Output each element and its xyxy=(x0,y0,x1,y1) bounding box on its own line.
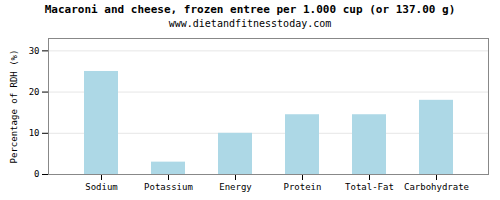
svg-text:10: 10 xyxy=(29,128,40,138)
svg-text:Protein: Protein xyxy=(284,182,322,192)
svg-text:Energy: Energy xyxy=(219,182,252,192)
svg-text:Potassium: Potassium xyxy=(144,182,193,192)
html-text:www.dietandfitnesstoday.com: www.dietandfitnesstoday.com xyxy=(168,18,332,29)
svg-text:Total-Fat: Total-Fat xyxy=(345,182,394,192)
svg-text:Carbohydrate: Carbohydrate xyxy=(404,182,469,192)
svg-text:0: 0 xyxy=(34,169,39,179)
svg-text:Sodium: Sodium xyxy=(85,182,118,192)
html-text:Macaroni and cheese, frozen en: Macaroni and cheese, frozen entree per 1… xyxy=(44,3,456,16)
svg-text:20: 20 xyxy=(29,87,40,97)
svg-text:30: 30 xyxy=(29,46,40,56)
svg-text:Percentage of RDH (%): Percentage of RDH (%) xyxy=(9,50,19,164)
